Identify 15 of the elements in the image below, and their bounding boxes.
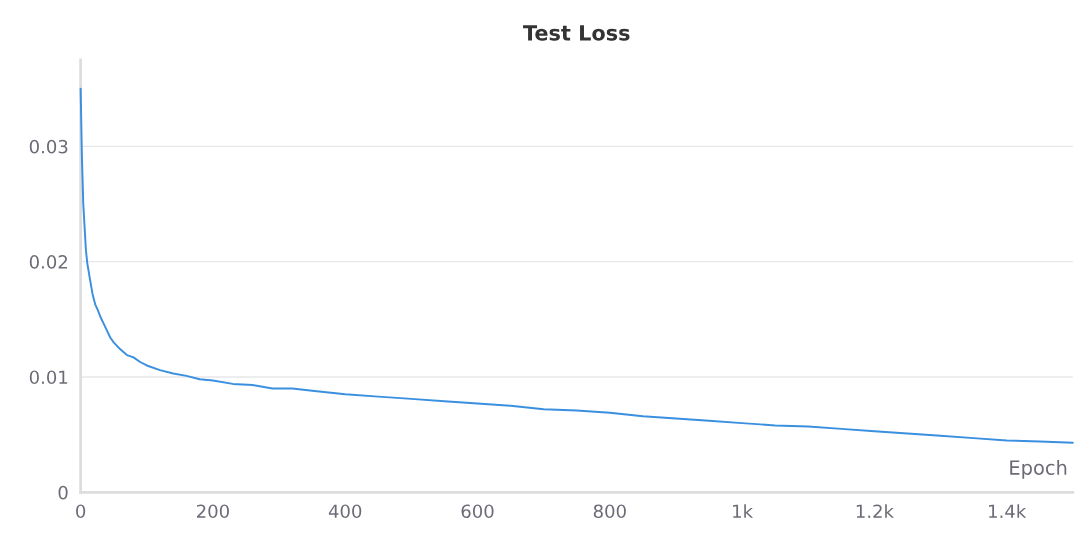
x-tick-label: 1.2k (856, 504, 894, 518)
x-tick-label: 0 (76, 504, 86, 519)
x-tick-label: 1.4k (989, 504, 1027, 518)
y-tick-label: 0.03 (29, 139, 68, 154)
y-tick-label: 0.02 (29, 255, 68, 269)
x-tick-label: 400 (328, 504, 362, 519)
x-tick-label: 800 (593, 504, 626, 519)
y-tick-label: 0.01 (29, 370, 68, 385)
x-axis-title: Epoch (1010, 459, 1067, 479)
line-series (79, 87, 1074, 444)
x-tick-label: 1k (733, 504, 754, 518)
chart-title: Test Loss (523, 25, 630, 41)
x-tick-label: 200 (197, 504, 229, 519)
y-tick-label: 0 (58, 485, 68, 500)
x-tick-label: 600 (461, 504, 494, 519)
